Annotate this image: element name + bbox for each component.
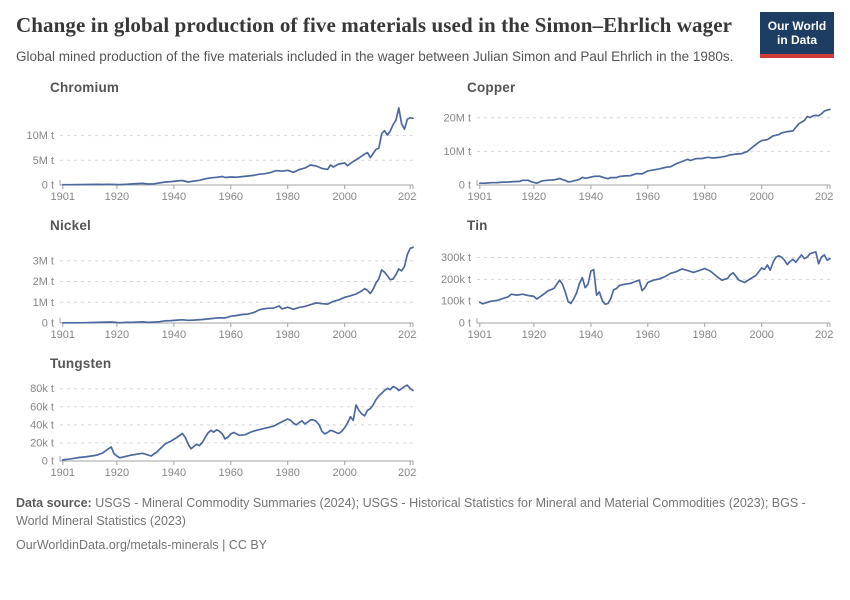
svg-text:200k t: 200k t [441,274,471,286]
svg-text:1960: 1960 [636,191,660,201]
svg-text:2000: 2000 [749,329,773,339]
data-source-text: USGS - Mineral Commodity Summaries (2024… [16,495,806,529]
chart-panel-copper: Copper 0 t 10M t 20M t 1901 1920 1940 1960 1980… [433,79,839,206]
svg-text:1901: 1901 [51,329,75,339]
svg-text:0 t: 0 t [459,179,471,191]
chart-panel-chromium: Chromium 0 t 5M t 10M t 1901 1920 1940 1960 198… [16,79,422,206]
svg-text:10M t: 10M t [26,130,54,142]
svg-text:1940: 1940 [162,467,186,477]
svg-text:1940: 1940 [579,191,603,201]
svg-text:1980: 1980 [275,467,299,477]
svg-text:1980: 1980 [692,329,716,339]
svg-text:1901: 1901 [468,191,492,201]
tungsten-line-chart: 0 t 20k t 40k t 60k t 80k t 1901 1920 1940 1960 1… [30,383,422,479]
svg-text:1960: 1960 [219,329,243,339]
svg-text:20M t: 20M t [443,112,471,124]
permalink-license-line[interactable]: OurWorldinData.org/metals-minerals | CC … [16,538,268,553]
svg-text:1980: 1980 [275,191,299,201]
svg-text:0 t: 0 t [42,455,54,467]
svg-text:2023: 2023 [815,191,834,201]
svg-text:40k t: 40k t [30,419,54,431]
chart-title-tungsten: Tungsten [50,355,112,371]
svg-text:2023: 2023 [398,467,417,477]
svg-text:2000: 2000 [332,467,356,477]
nickel-line-chart: 0 t 1M t 2M t 3M t 1901 1920 1940 1960 1980 2000 2… [33,246,422,341]
chart-panel-tin: Tin 0 t 100k t 200k t 300k t 1901 1920 1940 196… [433,217,839,344]
svg-text:1940: 1940 [162,191,186,201]
svg-text:1940: 1940 [579,329,603,339]
chart-panel-nickel: Nickel 0 t 1M t 2M t 3M t 1901 1920 1940 1960 19… [16,217,423,344]
page-subtitle: Global mined production of the five mate… [16,48,734,64]
small-multiples-grid: Chromium 0 t 5M t 10M t 1901 1920 1940 1960 198… [16,79,839,482]
chart-title-nickel: Nickel [50,217,91,233]
svg-text:2023: 2023 [398,329,417,339]
svg-text:1960: 1960 [219,467,243,477]
tin-line-chart: 0 t 100k t 200k t 300k t 1901 1920 1940 1960 198… [441,250,839,341]
svg-text:1920: 1920 [105,329,129,339]
svg-text:0 t: 0 t [459,317,471,329]
svg-text:2023: 2023 [398,191,417,201]
svg-text:1920: 1920 [522,329,546,339]
svg-text:1960: 1960 [636,329,660,339]
svg-text:1901: 1901 [51,467,75,477]
svg-text:100k t: 100k t [441,296,471,308]
svg-text:20k t: 20k t [30,437,54,449]
svg-text:2M t: 2M t [33,276,54,288]
copper-line-chart: 0 t 10M t 20M t 1901 1920 1940 1960 1980 2000 202… [443,108,839,203]
footer: Data source: USGS - Mineral Commodity Su… [16,494,834,554]
svg-text:300k t: 300k t [441,252,471,264]
data-source-line: Data source: USGS - Mineral Commodity Su… [16,494,834,530]
svg-text:1901: 1901 [51,191,75,201]
svg-text:10M t: 10M t [443,146,471,158]
svg-text:2000: 2000 [749,191,773,201]
svg-text:2000: 2000 [332,191,356,201]
chart-panel-tungsten: Tungsten 0 t 20k t 40k t 60k t 80k t 1901 1920… [16,355,422,482]
page-title: Change in global production of five mate… [16,13,733,37]
owid-logo-line2: in Data [776,33,817,47]
owid-logo[interactable]: Our World in Data [760,12,834,58]
chromium-line-chart: 0 t 5M t 10M t 1901 1920 1940 1960 1980 2000 2023 [26,106,422,203]
svg-text:1980: 1980 [692,191,716,201]
svg-text:0 t: 0 t [42,179,54,191]
svg-text:1980: 1980 [275,329,299,339]
chart-title-tin: Tin [467,217,488,233]
svg-text:1920: 1920 [105,467,129,477]
svg-text:1960: 1960 [219,191,243,201]
svg-text:3M t: 3M t [33,255,54,267]
svg-text:2023: 2023 [815,329,834,339]
svg-text:60k t: 60k t [30,401,54,413]
svg-text:1920: 1920 [522,191,546,201]
owid-logo-line1: Our World [767,18,827,33]
svg-text:2000: 2000 [332,329,356,339]
svg-text:1940: 1940 [162,329,186,339]
svg-text:80k t: 80k t [30,383,54,395]
svg-text:1M t: 1M t [33,297,54,309]
svg-text:1920: 1920 [105,191,129,201]
chart-title-chromium: Chromium [50,79,120,95]
svg-text:0 t: 0 t [42,317,54,329]
header: Change in global production of five mate… [16,12,834,66]
svg-text:5M t: 5M t [33,155,54,167]
chart-title-copper: Copper [467,79,516,95]
data-source-label: Data source: [16,495,92,510]
svg-text:1901: 1901 [468,329,492,339]
